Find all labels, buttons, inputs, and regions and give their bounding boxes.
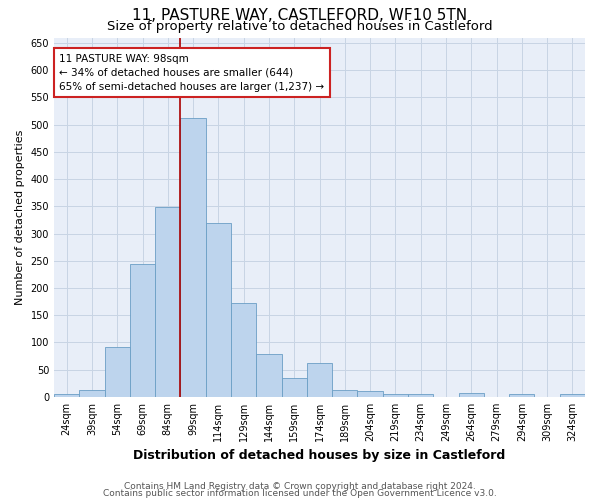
Text: 11, PASTURE WAY, CASTLEFORD, WF10 5TN: 11, PASTURE WAY, CASTLEFORD, WF10 5TN bbox=[133, 8, 467, 22]
Bar bbox=[408, 394, 433, 397]
Bar bbox=[79, 390, 104, 397]
Text: 11 PASTURE WAY: 98sqm
← 34% of detached houses are smaller (644)
65% of semi-det: 11 PASTURE WAY: 98sqm ← 34% of detached … bbox=[59, 54, 325, 92]
Bar bbox=[104, 347, 130, 397]
Text: Contains HM Land Registry data © Crown copyright and database right 2024.: Contains HM Land Registry data © Crown c… bbox=[124, 482, 476, 491]
Bar bbox=[155, 208, 181, 397]
Bar bbox=[231, 304, 256, 397]
Text: Contains public sector information licensed under the Open Government Licence v3: Contains public sector information licen… bbox=[103, 489, 497, 498]
Bar bbox=[383, 394, 408, 397]
Text: Size of property relative to detached houses in Castleford: Size of property relative to detached ho… bbox=[107, 20, 493, 33]
Bar bbox=[54, 394, 79, 397]
Bar bbox=[307, 362, 332, 397]
Bar bbox=[256, 354, 281, 397]
Bar bbox=[281, 378, 307, 397]
Y-axis label: Number of detached properties: Number of detached properties bbox=[15, 130, 25, 305]
Bar bbox=[332, 390, 358, 397]
Bar bbox=[509, 394, 535, 397]
Bar bbox=[130, 264, 155, 397]
X-axis label: Distribution of detached houses by size in Castleford: Distribution of detached houses by size … bbox=[133, 450, 506, 462]
Bar bbox=[181, 118, 206, 397]
Bar bbox=[206, 222, 231, 397]
Bar bbox=[358, 392, 383, 397]
Bar bbox=[560, 394, 585, 397]
Bar bbox=[458, 393, 484, 397]
